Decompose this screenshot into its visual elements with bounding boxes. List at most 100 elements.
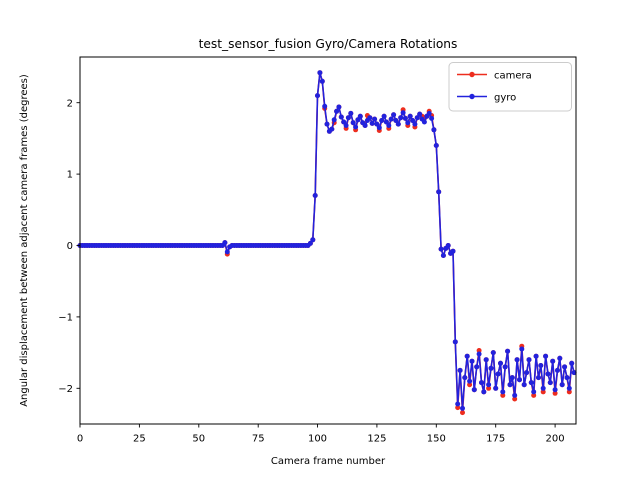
gyro-data-point	[400, 110, 406, 116]
gyro-data-point	[495, 371, 501, 377]
gyro-data-point	[555, 367, 560, 373]
gyro-data-point	[329, 126, 335, 132]
gyro-data-point	[338, 114, 344, 120]
camera-data-point	[467, 382, 473, 388]
gyro-data-point	[379, 118, 385, 123]
legend-label-gyro: gyro	[494, 92, 516, 103]
x-tick-label: 25	[133, 434, 146, 445]
gyro-data-point	[381, 113, 387, 119]
x-tick-label: 150	[427, 434, 446, 445]
legend: camera gyro	[448, 62, 572, 112]
gyro-data-point	[417, 111, 423, 117]
gyro-data-point	[407, 113, 413, 119]
chart-title: test_sensor_fusion Gyro/Camera Rotations	[199, 37, 458, 51]
x-tick-label: 175	[486, 434, 505, 445]
gyro-data-point	[312, 193, 318, 198]
gyro-data-point	[538, 363, 544, 368]
y-axis-label: Angular displacement between adjacent ca…	[19, 74, 30, 407]
gyro-data-point	[543, 353, 549, 359]
series-layer	[77, 70, 577, 416]
gyro-data-point	[519, 346, 525, 352]
gyro-data-point	[398, 115, 404, 121]
gyro-data-point	[509, 375, 515, 381]
x-axis-ticks: 0 25 50 75 100 125 150 175 200	[77, 424, 565, 445]
gyro-data-point	[486, 382, 492, 388]
y-tick-label: 0	[67, 241, 73, 252]
gyro-data-point	[467, 378, 473, 384]
y-axis-ticks: −2 −1 0 1 2	[58, 98, 80, 395]
gyro-data-point	[566, 385, 572, 391]
gyro-data-point	[507, 382, 513, 388]
y-tick-label: −2	[58, 384, 73, 395]
gyro-data-point	[319, 78, 325, 84]
gyro-data-point	[498, 360, 503, 366]
x-tick-label: 75	[252, 434, 265, 445]
gyro-data-point	[421, 119, 427, 125]
gyro-data-point	[552, 387, 558, 393]
gyro-data-point	[431, 127, 437, 133]
legend-camera-marker-swatch	[469, 71, 475, 78]
gyro-data-point	[571, 370, 577, 376]
gyro-data-point	[536, 375, 541, 381]
camera-data-point	[460, 410, 465, 416]
gyro-data-point	[476, 351, 482, 357]
gyro-data-point	[393, 118, 399, 123]
gyro-data-point	[569, 360, 575, 366]
gyro-data-point	[331, 117, 337, 123]
camera-data-point	[552, 390, 558, 396]
gyro-data-point	[436, 189, 442, 195]
gyro-data-point	[547, 380, 553, 386]
gyro-data-point	[336, 104, 342, 110]
camera-data-point	[476, 348, 482, 353]
gyro-data-point	[469, 358, 475, 364]
gyro-data-point	[353, 124, 359, 130]
gyro-data-point	[386, 123, 392, 128]
gyro-data-point	[367, 115, 373, 121]
gyro-data-point	[429, 115, 435, 121]
x-tick-label: 0	[77, 434, 83, 445]
gyro-data-point	[324, 121, 330, 127]
gyro-data-point	[410, 118, 416, 123]
gyro-data-point	[341, 119, 347, 125]
gyro-data-point	[414, 115, 420, 121]
x-tick-label: 200	[546, 434, 565, 445]
gyro-data-point	[345, 115, 351, 121]
gyro-data-point	[493, 385, 499, 391]
gyro-data-point	[445, 243, 451, 248]
gyro-data-point	[222, 240, 228, 246]
gyro-data-point	[557, 355, 563, 361]
gyro-data-point	[224, 249, 230, 255]
gyro-data-point	[455, 401, 461, 407]
gyro-data-point	[426, 110, 432, 116]
gyro-data-point	[488, 365, 494, 371]
gyro-data-point	[517, 377, 522, 383]
gyro-data-point	[412, 121, 418, 127]
gyro-data-point	[348, 110, 354, 116]
gyro-data-point	[438, 246, 444, 252]
gyro-data-point	[405, 120, 411, 126]
gyro-data-point	[350, 120, 356, 126]
gyro-data-point	[376, 125, 382, 131]
gyro-data-point	[395, 121, 401, 127]
camera-data-point	[540, 389, 546, 395]
gyro-data-point	[528, 380, 534, 386]
legend-gyro-marker-swatch	[469, 93, 475, 100]
gyro-data-point	[521, 382, 527, 388]
gyro-data-point	[500, 389, 506, 395]
gyro-data-point	[402, 115, 408, 121]
gyro-data-point	[474, 364, 480, 370]
gyro-data-point	[310, 237, 316, 243]
gyro-data-point	[483, 357, 489, 363]
gyro-data-point	[388, 116, 394, 122]
gyro-data-point	[481, 389, 487, 395]
gyro-data-point	[524, 370, 530, 376]
gyro-data-point	[307, 240, 313, 246]
gyro-data-point	[545, 371, 551, 377]
gyro-data-point	[383, 119, 389, 125]
gyro-data-point	[462, 375, 468, 381]
gyro-data-point	[464, 353, 470, 359]
gyro-data-point	[512, 392, 518, 398]
gyro-data-point	[440, 253, 446, 258]
